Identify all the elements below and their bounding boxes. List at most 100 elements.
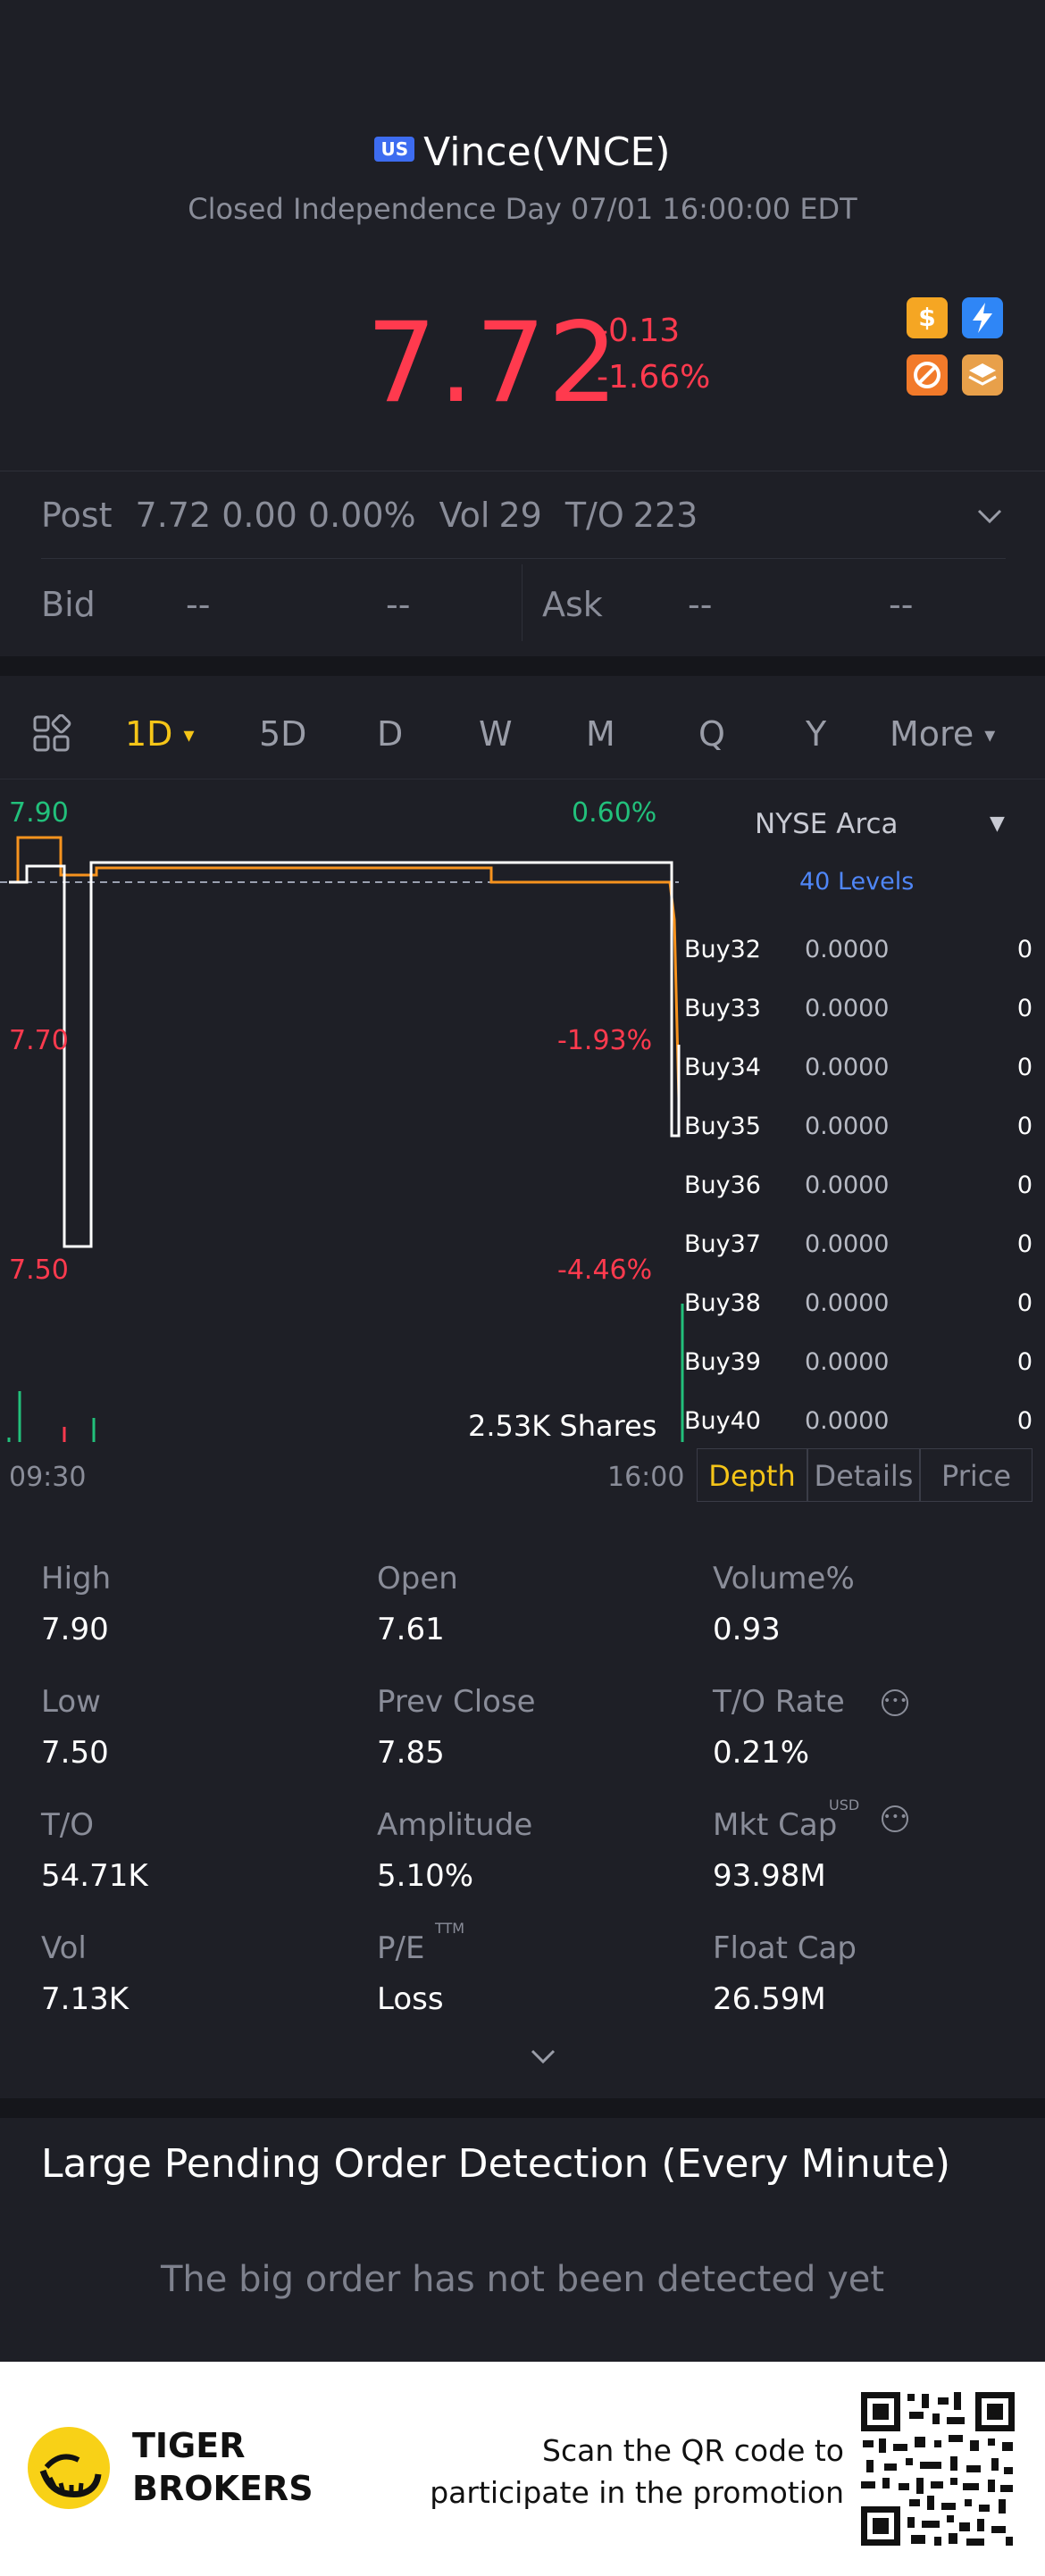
no-short-icon[interactable]	[907, 354, 948, 396]
vol-value: 7.13K	[41, 1981, 129, 2017]
post-vol-label: Vol	[439, 496, 490, 535]
y-mid-label: 7.70	[9, 1025, 69, 1056]
info-icon[interactable]: •••	[882, 1805, 908, 1832]
pct-mid-label: -1.93%	[557, 1025, 653, 1056]
ask-size: --	[889, 585, 914, 624]
book-row: Buy34 0.0000 0	[684, 1054, 1032, 1081]
tab-price[interactable]: Price	[920, 1448, 1032, 1502]
levels-label[interactable]: 40 Levels	[799, 868, 915, 896]
post-market-row: Post 7.72 0.00 0.00% Vol 29 T/O 223	[41, 496, 721, 535]
price-change-pct: -1.66%	[597, 359, 711, 396]
float-cap-label: Float Cap	[713, 1930, 857, 1966]
price-line	[9, 861, 681, 1248]
volume-pct-label: Volume%	[713, 1561, 855, 1596]
amplitude-value: 5.10%	[377, 1858, 474, 1894]
book-row: Buy40 0.0000 0	[684, 1407, 1032, 1435]
prev-close-value: 7.85	[377, 1735, 445, 1771]
open-label: Open	[377, 1561, 458, 1596]
book-row: Buy39 0.0000 0	[684, 1348, 1032, 1376]
stack-icon[interactable]	[962, 354, 1003, 396]
section-separator	[0, 656, 1045, 676]
tab-5d[interactable]: 5D	[259, 714, 307, 754]
high-value: 7.90	[41, 1612, 109, 1647]
prev-close-label: Prev Close	[377, 1684, 536, 1720]
flash-icon[interactable]	[962, 297, 1003, 338]
low-value: 7.50	[41, 1735, 109, 1771]
book-row: Buy32 0.0000 0	[684, 936, 1032, 963]
y-high-label: 7.90	[9, 797, 69, 829]
pe-value: Loss	[377, 1981, 444, 2017]
tab-details[interactable]: Details	[807, 1448, 920, 1502]
expand-chevron-icon[interactable]	[527, 2040, 559, 2072]
promo-footer: TIGER BROKERS Scan the QR code to partic…	[0, 2362, 1045, 2576]
ask-label: Ask	[542, 585, 603, 624]
to-rate-label: T/O Rate	[713, 1684, 845, 1720]
promo-line2: participate in the promotion	[430, 2475, 844, 2510]
volume-label: 2.53K Shares	[468, 1409, 657, 1443]
caret-down-icon[interactable]: ▼	[990, 813, 1005, 835]
tab-d[interactable]: D	[377, 714, 404, 754]
quote-header: US Vince(VNCE) Closed Independence Day 07…	[0, 0, 1045, 469]
mkt-cap-label: Mkt Cap	[713, 1807, 838, 1843]
mkt-cap-value: 93.98M	[713, 1858, 826, 1894]
pct-low-label: -4.46%	[557, 1255, 653, 1286]
post-label: Post	[41, 496, 113, 535]
exchange-selector[interactable]: NYSE Arca	[755, 808, 899, 840]
to-label: T/O	[41, 1807, 94, 1843]
section-separator	[0, 2098, 1045, 2118]
pe-label: P/E	[377, 1930, 425, 1966]
info-icon[interactable]: •••	[882, 1689, 908, 1716]
ask-price: --	[688, 585, 713, 624]
tab-depth[interactable]: Depth	[697, 1448, 807, 1502]
high-label: High	[41, 1561, 112, 1596]
post-value: 7.72 0.00 0.00%	[135, 496, 416, 535]
price-change: -0.13	[597, 313, 681, 349]
bid-size: --	[386, 585, 411, 624]
chevron-down-icon[interactable]	[974, 500, 1006, 532]
stock-name: Vince(VNCE)	[423, 129, 671, 175]
to-rate-value: 0.21%	[713, 1735, 810, 1771]
tab-m[interactable]: M	[586, 714, 615, 754]
grid-icon[interactable]	[32, 713, 71, 754]
qr-code-icon[interactable]	[857, 2388, 1018, 2549]
post-vol-value: 29	[498, 496, 542, 535]
promo-line1: Scan the QR code to	[542, 2433, 844, 2468]
y-low-label: 7.50	[9, 1255, 69, 1286]
large-order-empty: The big order has not been detected yet	[160, 2259, 885, 2300]
stock-title: US Vince(VNCE)	[0, 129, 1045, 175]
market-status: Closed Independence Day 07/01 16:00:00 E…	[188, 192, 857, 226]
post-divider	[41, 558, 1006, 559]
float-cap-value: 26.59M	[713, 1981, 826, 2017]
low-label: Low	[41, 1684, 101, 1720]
market-badge: US	[374, 137, 415, 162]
avg-price-line	[9, 836, 681, 1099]
post-to-label: T/O	[564, 496, 624, 535]
last-price: 7.72	[366, 299, 621, 428]
tab-q[interactable]: Q	[698, 714, 725, 754]
bid-label: Bid	[41, 585, 96, 624]
book-row: Buy38 0.0000 0	[684, 1289, 1032, 1317]
book-row: Buy33 0.0000 0	[684, 995, 1032, 1022]
book-row: Buy37 0.0000 0	[684, 1230, 1032, 1258]
book-row: Buy36 0.0000 0	[684, 1171, 1032, 1199]
tab-y[interactable]: Y	[806, 714, 827, 754]
brand-line1: TIGER	[132, 2426, 246, 2465]
tab-1d[interactable]: 1D ▾	[125, 714, 195, 754]
tab-w[interactable]: W	[479, 714, 513, 754]
x-end-label: 16:00	[607, 1462, 685, 1493]
tiger-logo-icon	[25, 2424, 113, 2512]
brand-line2: BROKERS	[132, 2469, 314, 2508]
mkt-cap-unit: USD	[829, 1797, 860, 1813]
book-row: Buy35 0.0000 0	[684, 1113, 1032, 1140]
volume-pct-value: 0.93	[713, 1612, 781, 1647]
to-value: 54.71K	[41, 1858, 148, 1894]
open-value: 7.61	[377, 1612, 445, 1647]
large-order-title: Large Pending Order Detection (Every Min…	[41, 2141, 951, 2187]
dollar-icon[interactable]: $	[907, 297, 948, 338]
post-to-value: 223	[632, 496, 698, 535]
tab-more[interactable]: More ▾	[890, 714, 996, 754]
pct-high-label: 0.60%	[572, 797, 657, 829]
bid-price: --	[186, 585, 211, 624]
intraday-chart[interactable]	[0, 777, 688, 1455]
pe-unit: TTM	[435, 1920, 465, 1937]
